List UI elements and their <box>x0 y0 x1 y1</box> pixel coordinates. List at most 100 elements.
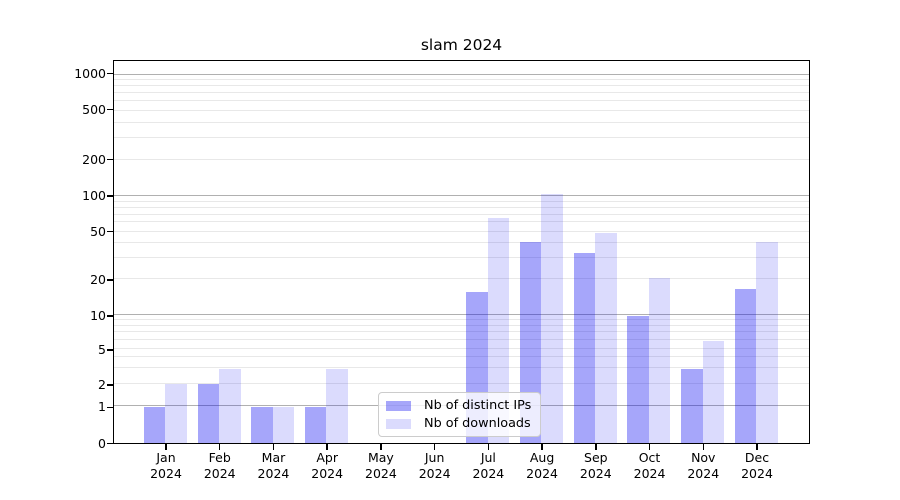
gridline-y-500 <box>114 109 809 111</box>
gridline-y-8 <box>114 324 809 326</box>
y-tick-20 <box>107 279 113 281</box>
gridline-y-400 <box>114 121 809 123</box>
legend-label-distinct-ips: Nb of distinct IPs <box>424 398 532 413</box>
x-tick-label-nov: Nov 2024 <box>687 450 720 481</box>
y-tick-label-1000: 1000 <box>74 65 106 81</box>
x-tick-dec <box>756 443 758 450</box>
plot-area <box>113 59 810 444</box>
gridline-y-6 <box>114 338 809 340</box>
y-tick-label-50: 50 <box>90 223 106 239</box>
gridline-y-7 <box>114 331 809 333</box>
bar-downloads-jan <box>165 384 187 443</box>
x-tick-nov <box>702 443 705 450</box>
x-tick-label-oct: Oct 2024 <box>633 450 666 481</box>
y-tick-label-2: 2 <box>98 376 106 392</box>
legend-swatch-distinct-ips <box>386 400 411 411</box>
y-tick-label-500: 500 <box>82 101 106 117</box>
gridline-y-70 <box>114 213 809 215</box>
x-tick-label-feb: Feb 2024 <box>203 450 236 481</box>
x-tick-jul <box>487 443 490 450</box>
gridline-y-300 <box>114 137 809 139</box>
bar-downloads-oct <box>648 277 671 443</box>
bar-distinct-ips-apr <box>304 406 327 443</box>
gridline-y-600 <box>114 100 809 102</box>
y-tick-5 <box>107 349 113 351</box>
gridline-y-20 <box>114 278 809 280</box>
legend-item-downloads: Nb of downloads <box>386 416 534 431</box>
bar-distinct-ips-nov <box>681 369 703 443</box>
x-tick-may <box>380 443 382 450</box>
gridline-y-2 <box>114 382 809 384</box>
y-tick-0 <box>107 442 113 445</box>
y-tick-label-10: 10 <box>90 307 106 323</box>
x-tick-sep <box>595 443 597 450</box>
y-tick-label-0: 0 <box>98 435 106 451</box>
x-tick-label-dec: Dec 2024 <box>741 450 773 481</box>
bar-distinct-ips-sep <box>573 252 596 443</box>
legend-label-downloads: Nb of downloads <box>424 416 531 431</box>
x-tick-label-may: May 2024 <box>365 450 397 481</box>
bar-downloads-aug <box>541 193 563 443</box>
bar-downloads-jul <box>487 217 510 443</box>
bar-downloads-sep <box>595 232 617 443</box>
bar-distinct-ips-dec <box>734 288 757 443</box>
y-tick-1 <box>107 406 113 409</box>
x-tick-apr <box>326 443 328 450</box>
gridline-y-10 <box>114 314 809 316</box>
bar-downloads-feb <box>219 369 241 443</box>
y-tick-50 <box>107 230 113 233</box>
legend-item-distinct-ips: Nb of distinct IPs <box>386 398 534 413</box>
x-tick-label-apr: Apr 2024 <box>311 450 344 481</box>
bar-downloads-apr <box>326 369 348 443</box>
gridline-y-900 <box>114 79 809 81</box>
x-tick-label-mar: Mar 2024 <box>257 450 290 481</box>
y-tick-label-5: 5 <box>98 341 106 357</box>
y-tick-100 <box>107 195 113 197</box>
y-tick-label-20: 20 <box>90 271 106 287</box>
bar-distinct-ips-jan <box>143 406 166 443</box>
gridline-y-60 <box>114 221 809 223</box>
gridline-y-3 <box>114 367 809 369</box>
bar-downloads-nov <box>702 340 725 443</box>
bar-distinct-ips-mar <box>251 406 273 443</box>
y-tick-500 <box>107 108 113 111</box>
legend: Nb of distinct IPs Nb of downloads <box>378 392 541 437</box>
y-tick-1000 <box>107 72 113 75</box>
gridline-y-200 <box>114 159 809 161</box>
chart-title: slam 2024 <box>420 36 503 54</box>
bar-distinct-ips-feb <box>197 384 220 443</box>
y-tick-label-1: 1 <box>98 399 106 415</box>
gridline-y-9 <box>114 319 809 321</box>
gridline-y-1000 <box>114 73 809 75</box>
legend-swatch-downloads <box>386 418 411 429</box>
bar-downloads-mar <box>272 406 295 443</box>
gridline-y-100 <box>114 195 809 197</box>
y-tick-200 <box>107 158 113 161</box>
gridline-y-4 <box>114 356 809 358</box>
gridline-y-40 <box>114 242 809 244</box>
x-tick-label-sep: Sep 2024 <box>579 450 612 481</box>
gridline-y-90 <box>114 200 809 202</box>
x-tick-jan <box>165 443 167 450</box>
x-tick-label-jul: Jul 2024 <box>472 450 505 481</box>
x-tick-oct <box>648 443 651 450</box>
gridline-y-700 <box>114 92 809 94</box>
y-tick-label-100: 100 <box>82 188 106 204</box>
x-tick-label-jan: Jan 2024 <box>150 450 182 481</box>
y-tick-2 <box>107 384 113 386</box>
y-tick-label-200: 200 <box>82 151 106 167</box>
bar-distinct-ips-oct <box>627 315 649 443</box>
gridline-y-30 <box>114 257 809 259</box>
x-tick-mar <box>272 443 275 450</box>
x-tick-label-aug: Aug 2024 <box>526 450 558 481</box>
x-tick-jun <box>433 443 436 450</box>
y-tick-10 <box>107 315 113 317</box>
x-tick-feb <box>218 443 221 450</box>
gridline-y-800 <box>114 85 809 87</box>
bar-downloads-dec <box>756 241 778 443</box>
gridline-y-50 <box>114 230 809 232</box>
x-tick-aug <box>541 443 543 450</box>
gridline-y-5 <box>114 347 809 349</box>
x-tick-label-jun: Jun 2024 <box>418 450 451 481</box>
